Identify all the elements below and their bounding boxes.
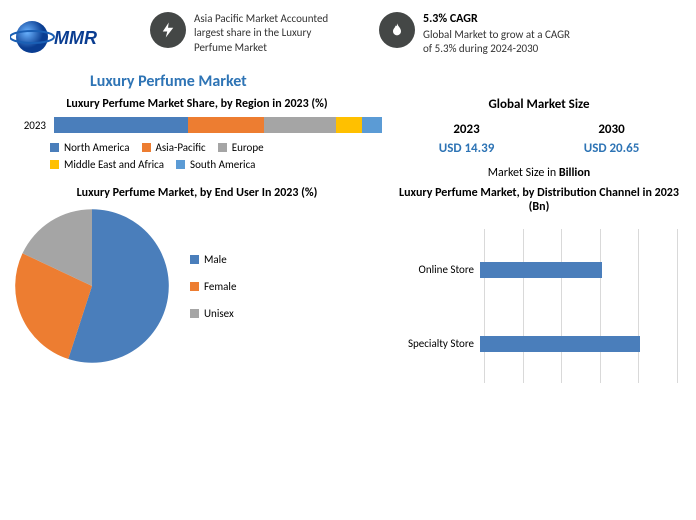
stacked-seg-0	[54, 117, 188, 133]
hbar-row-1: Specialty Store	[394, 331, 678, 357]
legend-swatch	[190, 255, 199, 264]
badge2-title: 5.3% CAGR	[423, 12, 578, 28]
hbar	[480, 262, 602, 278]
hbar-row-0: Online Store	[394, 257, 678, 283]
legend-label: Middle East and Africa	[64, 158, 164, 171]
badge-cagr: 5.3% CAGR Global Market to grow at a CAG…	[379, 12, 578, 56]
lightning-icon	[150, 12, 186, 48]
badge1-text: Asia Pacific Market Accounted largest sh…	[194, 12, 349, 55]
pie-chart	[12, 206, 172, 366]
hbar-area: Online Store Specialty Store	[394, 221, 684, 391]
hbar-grid	[484, 229, 678, 383]
legend-item-0: North America	[50, 141, 130, 154]
region-legend: North America Asia-Pacific Europe Middle Ea…	[12, 141, 382, 171]
header: MMR Asia Pacific Market Accounted larges…	[0, 0, 696, 66]
stacked-seg-3	[336, 117, 362, 133]
market-size-panel: Global Market Size 2023 2030 USD 14.39 U…	[394, 97, 684, 180]
badge2-body: Global Market to grow at a CAGR of 5.3% …	[423, 28, 570, 55]
legend-item-2: Europe	[218, 141, 264, 154]
gridline	[523, 229, 524, 383]
hbar	[480, 336, 640, 352]
gridline	[638, 229, 639, 383]
legend-swatch	[142, 143, 151, 152]
legend-item-4: South America	[176, 158, 255, 171]
market-size-years: 2023 2030	[394, 122, 684, 137]
badge-asia-pacific: Asia Pacific Market Accounted largest sh…	[150, 12, 349, 55]
ms-year-0: 2023	[453, 122, 479, 137]
legend-swatch	[190, 309, 199, 318]
stacked-bar	[54, 117, 382, 133]
pie-legend-item-2: Unisex	[190, 307, 236, 320]
stacked-seg-2	[264, 117, 336, 133]
market-size-values: USD 14.39 USD 20.65	[394, 141, 684, 156]
legend-label: Female	[204, 280, 236, 293]
gridline	[561, 229, 562, 383]
legend-label: Male	[204, 253, 227, 266]
end-user-panel: Luxury Perfume Market, by End User In 20…	[12, 186, 382, 391]
stacked-bar-row: 2023	[12, 117, 382, 133]
gridline	[484, 229, 485, 383]
market-size-title: Global Market Size	[394, 97, 684, 112]
stacked-seg-4	[362, 117, 382, 133]
hbar-label: Online Store	[394, 263, 480, 276]
dist-title: Luxury Perfume Market, by Distribution C…	[394, 186, 684, 215]
ms-note-prefix: Market Size in	[488, 166, 559, 180]
legend-item-1: Asia-Pacific	[142, 141, 206, 154]
legend-label: Asia-Pacific	[156, 141, 206, 154]
legend-label: Europe	[232, 141, 264, 154]
legend-swatch	[50, 143, 59, 152]
content-grid: Luxury Perfume Market Share, by Region i…	[0, 97, 696, 391]
gridline	[677, 229, 678, 383]
flame-icon	[379, 12, 415, 48]
legend-swatch	[190, 282, 199, 291]
ms-note-unit: Billion	[559, 166, 590, 180]
legend-item-3: Middle East and Africa	[50, 158, 164, 171]
legend-swatch	[176, 160, 185, 169]
ms-val-1: USD 20.65	[584, 141, 640, 156]
ms-year-1: 2030	[598, 122, 624, 137]
stacked-year-label: 2023	[12, 119, 46, 132]
badge2-text: 5.3% CAGR Global Market to grow at a CAG…	[423, 12, 578, 56]
ms-val-0: USD 14.39	[439, 141, 495, 156]
pie-legend-item-0: Male	[190, 253, 236, 266]
pie-legend: Male Female Unisex	[190, 253, 236, 320]
distribution-panel: Luxury Perfume Market, by Distribution C…	[394, 186, 684, 391]
logo-text: MMR	[54, 28, 97, 48]
hbar-label: Specialty Store	[394, 337, 480, 350]
market-size-note: Market Size in Billion	[394, 166, 684, 180]
gridline	[600, 229, 601, 383]
legend-label: Unisex	[204, 307, 234, 320]
region-chart-title: Luxury Perfume Market Share, by Region i…	[12, 97, 382, 111]
legend-label: South America	[190, 158, 255, 171]
legend-swatch	[218, 143, 227, 152]
pie-title: Luxury Perfume Market, by End User In 20…	[12, 186, 382, 200]
region-share-panel: Luxury Perfume Market Share, by Region i…	[12, 97, 382, 180]
pie-legend-item-1: Female	[190, 280, 236, 293]
main-title: Luxury Perfume Market	[90, 72, 696, 91]
legend-swatch	[50, 160, 59, 169]
pie-wrap: Male Female Unisex	[12, 206, 382, 366]
legend-label: North America	[64, 141, 130, 154]
stacked-seg-1	[188, 117, 263, 133]
logo: MMR	[10, 12, 110, 62]
